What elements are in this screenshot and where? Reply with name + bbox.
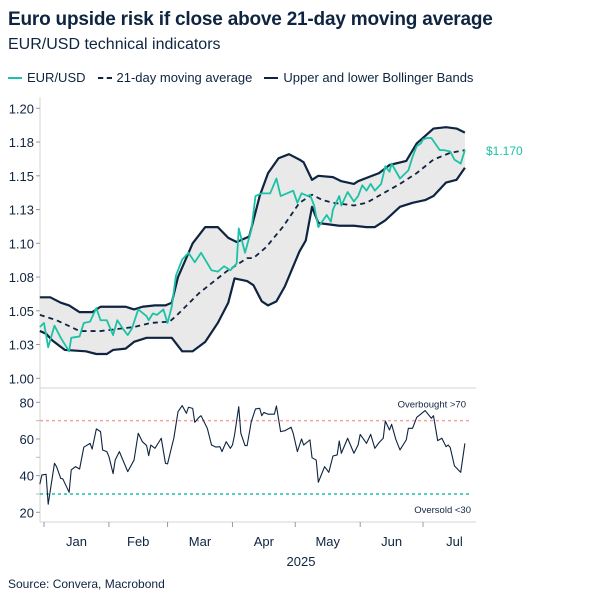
moving-average-line	[39, 149, 466, 332]
oversold-label: Oversold <30	[414, 505, 471, 516]
rsi-y-tick-label: 40	[20, 469, 34, 484]
last-value-label: $1.170	[486, 144, 523, 158]
legend-item-eurusd: EUR/USD	[8, 70, 86, 85]
bollinger-band-fill	[39, 127, 465, 354]
legend-swatch-solid-navy	[264, 76, 279, 79]
source-note: Source: Convera, Macrobond	[8, 577, 165, 591]
month-label: Mar	[189, 534, 212, 549]
legend-label: 21-day moving average	[116, 70, 253, 85]
y-tick-label: 1.20	[9, 101, 34, 116]
price-panel: 1.20 1.18 1.15 1.13 1.10 1.08 1.05 1.03 1.00 $1.1…	[9, 97, 523, 389]
legend-item-bollinger: Upper and lower Bollinger Bands	[264, 70, 473, 85]
y-tick-label: 1.08	[9, 270, 34, 285]
month-label: Jan	[66, 534, 87, 549]
upper-bollinger-band	[39, 126, 466, 314]
rsi-panel: 80 60 40 20 Overbought >70 Oversold <30	[20, 388, 476, 523]
rsi-line	[39, 405, 466, 505]
legend: EUR/USD 21-day moving average Upper and …	[8, 70, 473, 85]
x-axis-year-label: 2025	[287, 554, 316, 569]
legend-label: Upper and lower Bollinger Bands	[283, 70, 474, 85]
x-axis: Jan Feb Mar Apr May Jun Jul	[43, 522, 463, 549]
legend-swatch-solid-teal	[8, 76, 22, 79]
y-tick-label: 1.00	[9, 371, 34, 386]
y-tick-label: 1.18	[9, 135, 34, 150]
month-label: Apr	[254, 534, 275, 549]
y-tick-label: 1.03	[9, 338, 34, 353]
month-label: Jul	[446, 534, 463, 549]
overbought-label: Overbought >70	[398, 400, 466, 411]
month-label: Feb	[127, 534, 149, 549]
rsi-y-tick-label: 60	[20, 432, 34, 447]
month-label: Jun	[381, 534, 402, 549]
eurusd-line	[39, 137, 466, 353]
y-tick-label: 1.10	[9, 236, 34, 251]
legend-swatch-dashed	[97, 76, 112, 79]
y-tick-label: 1.13	[9, 203, 34, 218]
y-tick-label: 1.15	[9, 169, 34, 184]
rsi-y-tick-label: 80	[20, 395, 34, 410]
legend-label: EUR/USD	[27, 70, 86, 85]
y-tick-label: 1.05	[9, 304, 34, 319]
lower-bollinger-band	[39, 167, 466, 356]
chart-subtitle: EUR/USD technical indicators	[8, 36, 221, 53]
rsi-y-tick-label: 20	[20, 505, 34, 520]
month-label: May	[315, 534, 340, 549]
legend-item-moving-average: 21-day moving average	[97, 70, 253, 85]
chart-title: Euro upside risk if close above 21-day m…	[8, 9, 493, 30]
